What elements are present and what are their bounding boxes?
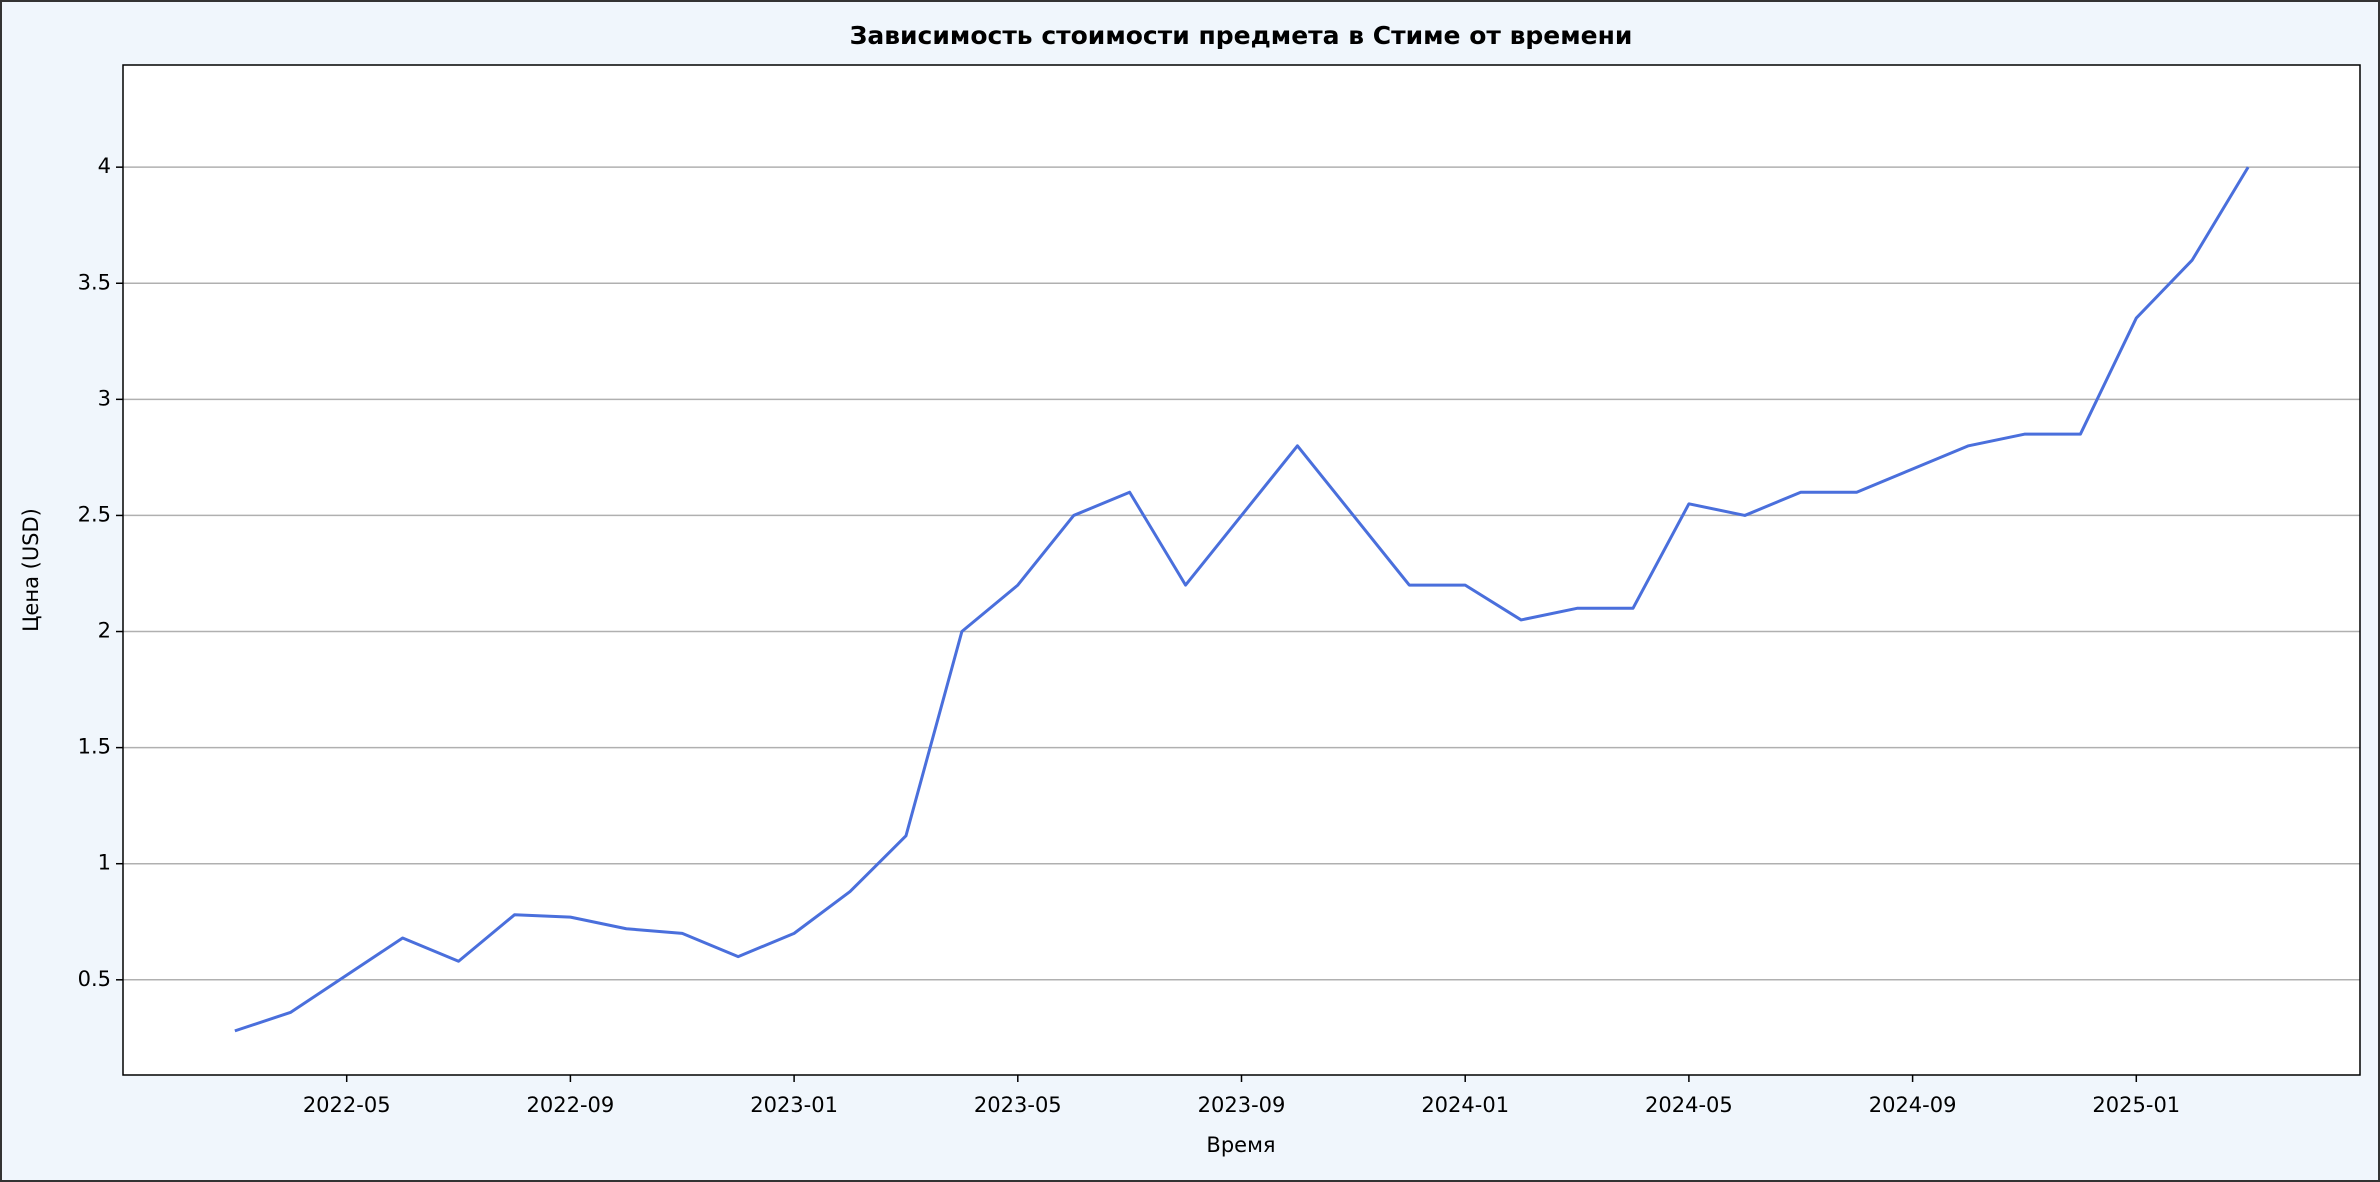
x-tick-label: 2024-01 — [1421, 1093, 1509, 1117]
y-axis-label: Цена (USD) — [19, 508, 43, 632]
y-tick-label: 3 — [98, 386, 111, 410]
y-tick-label: 2 — [98, 619, 111, 643]
y-tick-label: 3.5 — [78, 270, 111, 294]
chart-title: Зависимость стоимости предмета в Стиме о… — [850, 21, 1633, 50]
x-tick-label: 2024-09 — [1869, 1093, 1957, 1117]
x-tick-label: 2025-01 — [2092, 1093, 2180, 1117]
plot-border — [122, 64, 2361, 1076]
plot-area — [123, 65, 2360, 1075]
y-tick-label: 2.5 — [78, 502, 111, 526]
y-tick-label: 1 — [98, 851, 111, 875]
x-axis-label: Время — [1206, 1133, 1275, 1157]
x-tick-label: 2023-01 — [750, 1093, 838, 1117]
x-tick-label: 2024-05 — [1645, 1093, 1733, 1117]
x-tick-label: 2022-05 — [303, 1093, 391, 1117]
x-tick-label: 2023-05 — [974, 1093, 1062, 1117]
data-line — [234, 166, 2250, 1033]
y-tick-label: 0.5 — [78, 967, 111, 991]
x-tick-label: 2022-09 — [527, 1093, 615, 1117]
x-tick-label: 2023-09 — [1198, 1093, 1286, 1117]
y-tick-label: 1.5 — [78, 735, 111, 759]
y-tick-label: 4 — [98, 154, 111, 178]
